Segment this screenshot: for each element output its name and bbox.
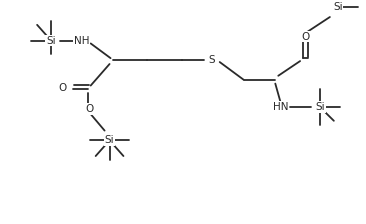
Text: O: O (59, 82, 67, 93)
Text: HN: HN (273, 102, 288, 112)
Text: Si: Si (315, 102, 325, 112)
Text: Si: Si (333, 2, 343, 12)
Text: O: O (301, 32, 309, 42)
Text: S: S (209, 55, 215, 65)
Text: NH: NH (74, 36, 90, 45)
Text: Si: Si (46, 36, 56, 45)
Text: Si: Si (105, 135, 114, 145)
Text: O: O (86, 104, 94, 114)
